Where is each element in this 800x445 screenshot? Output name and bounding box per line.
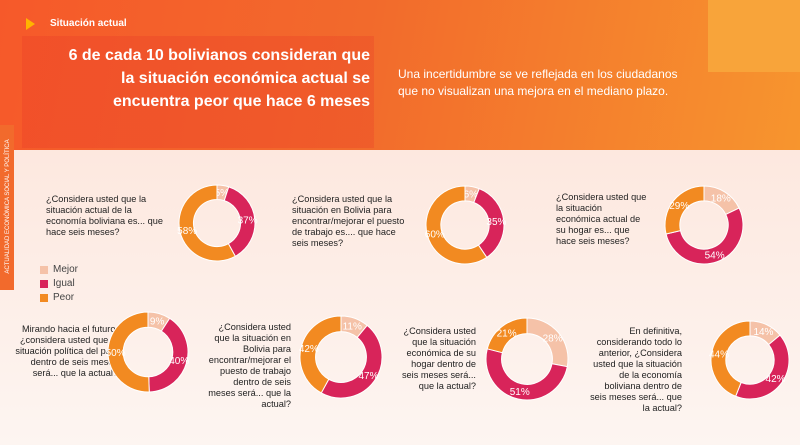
- donut-slice-peor: [664, 185, 705, 235]
- section-title: Situación actual: [50, 18, 127, 29]
- data-label: 42%: [299, 344, 319, 355]
- legend-item-peor: Peor: [40, 291, 78, 304]
- data-label: 11%: [343, 321, 362, 332]
- legend-item-igual: Igual: [40, 277, 78, 290]
- headline: 6 de cada 10 bolivianos consideran que l…: [68, 47, 370, 110]
- data-label: 6%: [464, 189, 479, 200]
- legend-label: Igual: [53, 278, 75, 289]
- data-label: 51%: [510, 387, 530, 398]
- donut-slice-peor: [107, 311, 150, 393]
- donut-chart-6: 28% 51% 21%: [485, 317, 569, 401]
- data-label: 21%: [497, 328, 517, 339]
- data-label: 18%: [711, 194, 731, 205]
- header-banner: Situación actual 6 de cada 10 bolivianos…: [0, 0, 800, 150]
- donut-chart-5: 11% 47% 42%: [299, 315, 383, 399]
- donut-chart-2: 6% 35% 60%: [425, 185, 507, 265]
- donut-slice-peor: [425, 185, 488, 265]
- data-label: 47%: [358, 371, 378, 382]
- donut-slice-peor: [486, 317, 528, 354]
- data-label: 5%: [215, 188, 230, 199]
- question-6: ¿Considera usted que la situación económ…: [401, 326, 476, 391]
- legend-swatch-mejor: [40, 265, 48, 274]
- donut-slice-igual: [485, 348, 568, 401]
- legend-swatch-peor: [40, 293, 48, 302]
- data-label: 14%: [753, 327, 773, 338]
- question-4: Mirando hacia el futuro, ¿considera uste…: [15, 324, 118, 378]
- donut-chart-3: 18% 54% 29%: [664, 185, 744, 265]
- donut-chart-7: 14% 42% 44%: [709, 320, 790, 400]
- donut-chart-4: 9% 40% 50%: [106, 311, 189, 393]
- donut-slice-peor: [710, 320, 751, 397]
- question-3: ¿Considera usted que la situación económ…: [556, 192, 647, 246]
- data-label: 42%: [766, 374, 786, 385]
- data-label: 50%: [106, 348, 126, 359]
- charts-panel: [0, 150, 800, 445]
- question-5: ¿Considera usted que la situación en Bol…: [208, 322, 291, 409]
- header-accent: [708, 0, 800, 72]
- side-tab: ACTUALIDAD ECONÓMICA SOCIAL Y POLÍTICA: [0, 125, 14, 290]
- donut-slice-igual: [320, 324, 383, 399]
- data-label: 44%: [709, 350, 729, 361]
- headline-box: [22, 36, 374, 148]
- donut-slice-peor: [178, 184, 236, 262]
- data-label: 40%: [169, 356, 189, 367]
- question-1: ¿Considera usted que la situación actual…: [46, 194, 163, 237]
- subheadline: Una incertidumbre se ve reflejada en los…: [398, 67, 678, 98]
- data-label: 54%: [705, 250, 725, 261]
- data-label: 37%: [238, 216, 258, 227]
- data-label: 35%: [486, 217, 506, 228]
- data-label: 60%: [425, 230, 445, 241]
- data-label: 28%: [543, 333, 563, 344]
- data-label: 9%: [150, 316, 165, 327]
- legend-label: Mejor: [53, 264, 79, 275]
- legend-label: Peor: [53, 292, 75, 303]
- legend-item-mejor: Mejor: [40, 263, 78, 276]
- donut-slice-peor: [299, 315, 342, 394]
- donut-slice-igual: [665, 207, 744, 265]
- legend-swatch-igual: [40, 279, 48, 288]
- play-icon: [26, 18, 35, 30]
- donut-slice-igual: [734, 334, 790, 400]
- question-2: ¿Considera usted que la situación en Bol…: [292, 194, 405, 248]
- legend: Mejor Igual Peor: [40, 263, 78, 305]
- data-label: 29%: [669, 201, 689, 212]
- data-label: 58%: [177, 226, 197, 237]
- donut-chart-1: 5% 37% 58%: [177, 184, 258, 262]
- question-7: En definitiva, considerando todo lo ante…: [590, 326, 682, 413]
